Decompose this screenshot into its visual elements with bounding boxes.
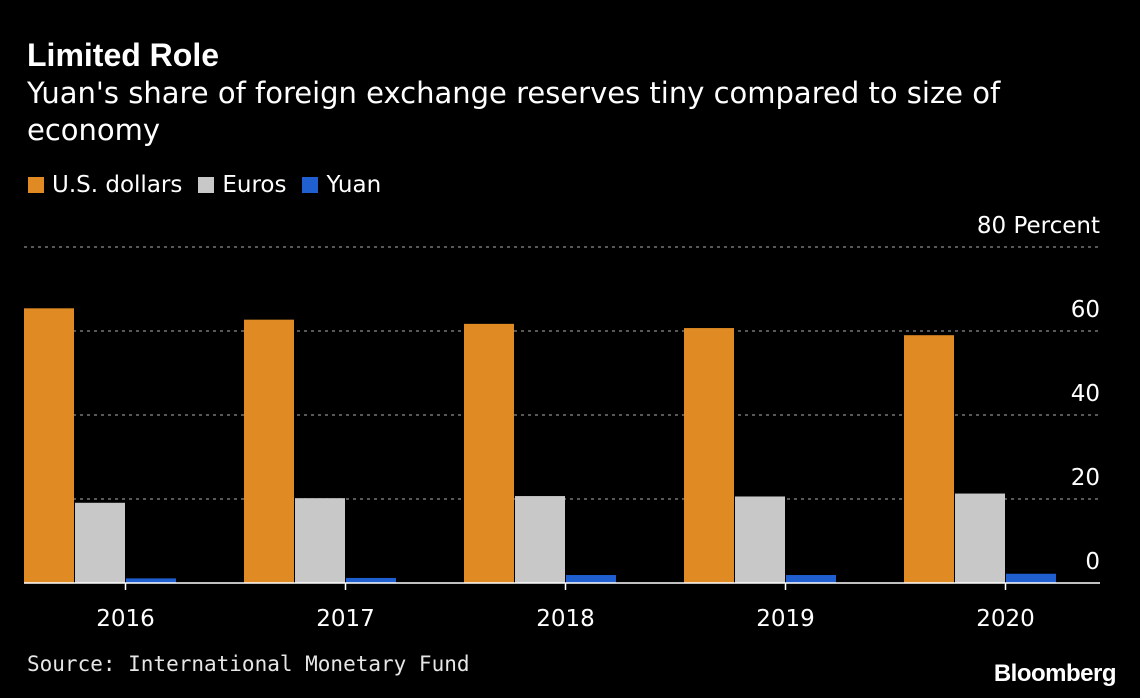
legend-item-usd: U.S. dollars	[28, 172, 182, 198]
legend-item-cny: Yuan	[302, 172, 381, 198]
bar-cny	[1006, 573, 1056, 583]
legend-swatch-eur	[198, 177, 215, 193]
y-tick-label: 60	[1071, 297, 1100, 323]
source-note: Source: International Monetary Fund	[27, 652, 470, 676]
legend-label-eur: Euros	[222, 172, 287, 198]
y-tick-label: 0	[1085, 549, 1100, 575]
bar-cny	[346, 577, 396, 583]
legend: U.S. dollars Euros Yuan	[28, 170, 397, 200]
y-tick-label: 80 Percent	[977, 213, 1100, 239]
legend-label-cny: Yuan	[326, 172, 382, 198]
bar-eur	[295, 498, 345, 583]
bar-cny	[126, 578, 176, 583]
legend-swatch-usd	[28, 177, 44, 193]
bar-eur	[735, 496, 785, 583]
bar-usd	[904, 335, 954, 583]
x-tick-label: 2020	[976, 606, 1035, 632]
x-tick-label: 2017	[316, 606, 375, 632]
bar-usd	[244, 319, 294, 583]
chart-subtitle: Yuan's share of foreign exchange reserve…	[27, 76, 1001, 147]
bloomberg-logo: Bloomberg	[993, 660, 1117, 687]
legend-label-usd: U.S. dollars	[52, 172, 183, 198]
x-tick-label: 2019	[756, 606, 815, 632]
x-tick-label: 2018	[536, 606, 595, 632]
y-tick-label: 20	[1071, 465, 1100, 491]
y-tick-label: 40	[1071, 381, 1100, 407]
chart-title: Limited Role	[27, 37, 220, 73]
legend-swatch-cny	[302, 177, 319, 193]
bar-usd	[24, 308, 74, 583]
x-tick-label: 2016	[96, 606, 155, 632]
bar-cny	[566, 575, 616, 583]
bar-usd	[464, 323, 514, 583]
bar-cny	[786, 575, 836, 583]
bar-usd	[684, 328, 734, 583]
bar-eur	[515, 496, 565, 583]
bar-eur	[75, 502, 125, 583]
bar-eur	[955, 493, 1005, 583]
legend-item-eur: Euros	[198, 172, 286, 198]
